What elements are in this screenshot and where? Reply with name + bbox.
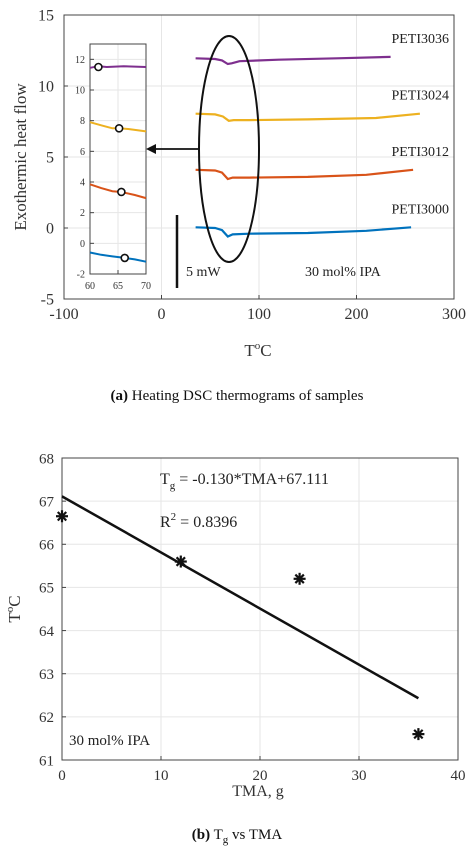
dsc-x-axis-label: ToC — [244, 340, 271, 360]
tg-x-tick-label: 10 — [154, 768, 169, 784]
series-label-peti3036: PETI3036 — [391, 32, 449, 47]
tg-y-tick-label: 63 — [39, 667, 54, 683]
fit-equation: Tg = -0.130*TMA+67.111 — [160, 471, 329, 492]
caption-b: (b) Tg vs TMA — [191, 827, 283, 846]
dsc-y-tick-label: 0 — [46, 221, 54, 238]
inset-tg-marker-2 — [117, 187, 126, 197]
tg-data-point-1 — [174, 555, 187, 568]
tg-data-point-0 — [56, 510, 68, 523]
dsc-y-tick-label: 10 — [38, 79, 54, 96]
tg-data-point-2 — [293, 572, 306, 585]
inset-series-3-line — [89, 251, 147, 263]
fit-r-squared: R2 = 0.8396 — [160, 511, 237, 531]
dsc-series-labels: PETI3036 PETI3024 PETI3012 PETI3000 — [391, 32, 449, 217]
inset-tg-marker-1 — [114, 124, 124, 133]
dsc-x-tick-label: 0 — [158, 306, 166, 323]
dsc-y-tick-label: 15 — [38, 8, 54, 25]
tg-condition-label: 30 mol% IPA — [69, 733, 150, 749]
tg-data-point-3 — [412, 728, 425, 741]
inset-y-tick-label: -2 — [77, 270, 85, 281]
inset-y-tick-label: 6 — [80, 147, 85, 158]
inset-series-2-line — [89, 183, 147, 200]
inset-y-tick-label: 8 — [80, 116, 85, 127]
series-peti3024-line — [195, 112, 421, 122]
dsc-x-tick-label: 300 — [442, 306, 466, 323]
tg-x-tick-label: 30 — [352, 768, 367, 784]
tg-y-tick-label: 65 — [39, 581, 54, 597]
inset-y-tick-label: 4 — [80, 178, 85, 189]
tg-x-tick-label: 20 — [253, 768, 268, 784]
scale-bar-label: 5 mW — [186, 265, 221, 280]
tg-y-axis-label: ToC — [4, 595, 24, 622]
inset-x-tick-label: 60 — [85, 281, 95, 292]
tg-axis-ticks: 0 10 20 30 40 61 62 63 64 65 66 67 68 — [39, 451, 466, 784]
inset-y-tick-label: 2 — [80, 208, 85, 219]
inset-axis-ticks: 60 65 70 -2 0 2 4 6 8 10 12 — [75, 55, 151, 292]
dsc-y-tick-label: -5 — [41, 292, 54, 309]
series-label-peti3024: PETI3024 — [391, 89, 449, 104]
inset-x-tick-label: 70 — [141, 281, 151, 292]
tg-x-tick-label: 40 — [451, 768, 466, 784]
series-label-peti3012: PETI3012 — [391, 145, 449, 160]
tg-y-tick-label: 66 — [39, 538, 55, 554]
caption-a: (a) Heating DSC thermograms of samples — [110, 388, 364, 404]
inset-y-tick-label: 10 — [75, 86, 85, 97]
series-peti3000-line — [195, 226, 412, 238]
tg-x-axis-label: TMA, g — [232, 783, 284, 800]
inset-series — [89, 62, 147, 263]
dsc-condition-label: 30 mol% IPA — [305, 265, 382, 280]
inset-tg-marker-3 — [120, 253, 130, 263]
dsc-y-axis-label: Exothermic heat flow — [11, 83, 30, 231]
dsc-inset: 60 65 70 -2 0 2 4 6 8 10 12 — [75, 43, 151, 292]
tg-data-points — [56, 510, 425, 741]
tg-y-tick-label: 64 — [39, 624, 55, 640]
tg-y-tick-label: 61 — [39, 753, 54, 769]
dsc-x-tick-label: 200 — [345, 306, 369, 323]
series-peti3036-line — [195, 55, 391, 66]
dsc-x-tick-label: -100 — [49, 306, 78, 323]
inset-y-tick-label: 0 — [80, 239, 85, 250]
inset-x-tick-label: 65 — [113, 281, 123, 292]
dsc-y-tick-label: 5 — [46, 150, 54, 167]
series-peti3012-line — [195, 168, 414, 181]
tg-fit-line — [61, 495, 420, 700]
tg-y-tick-label: 68 — [39, 451, 54, 467]
fit-line — [61, 495, 420, 700]
tg-x-tick-label: 0 — [58, 768, 66, 784]
dsc-series — [195, 55, 421, 238]
dsc-x-tick-label: 100 — [247, 306, 271, 323]
inset-tg-marker-0 — [94, 62, 103, 72]
tg-y-tick-label: 62 — [39, 710, 54, 726]
tg-vs-tma-chart: 0 10 20 30 40 61 62 63 64 65 66 67 68 Tg = -0.130*TM… — [4, 451, 466, 800]
tg-y-tick-label: 67 — [39, 494, 55, 510]
inset-arrow-head — [146, 144, 156, 154]
inset-y-tick-label: 12 — [75, 55, 85, 66]
series-label-peti3000: PETI3000 — [391, 202, 449, 217]
